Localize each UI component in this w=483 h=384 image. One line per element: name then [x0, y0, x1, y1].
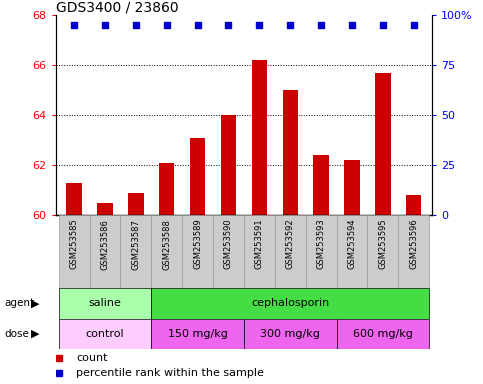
- Bar: [182, 215, 213, 288]
- Bar: [97, 203, 113, 215]
- Text: GSM253592: GSM253592: [286, 219, 295, 269]
- Bar: [120, 215, 151, 288]
- Text: GSM253587: GSM253587: [131, 219, 141, 270]
- Point: [348, 22, 356, 28]
- Bar: [252, 60, 267, 215]
- Bar: [306, 215, 337, 288]
- Bar: [313, 155, 329, 215]
- Text: ▶: ▶: [30, 329, 39, 339]
- Text: GSM253596: GSM253596: [409, 219, 418, 270]
- Bar: [58, 288, 151, 319]
- Point: [256, 22, 263, 28]
- Text: GSM253585: GSM253585: [70, 219, 79, 270]
- Bar: [151, 288, 429, 319]
- Bar: [213, 215, 244, 288]
- Point: [379, 22, 387, 28]
- Bar: [375, 73, 391, 215]
- Bar: [151, 319, 244, 349]
- Point: [70, 22, 78, 28]
- Text: control: control: [85, 329, 124, 339]
- Text: percentile rank within the sample: percentile rank within the sample: [76, 368, 264, 378]
- Bar: [66, 183, 82, 215]
- Point: [132, 22, 140, 28]
- Bar: [344, 160, 360, 215]
- Point: [225, 22, 232, 28]
- Bar: [58, 319, 151, 349]
- Bar: [398, 215, 429, 288]
- Text: 600 mg/kg: 600 mg/kg: [353, 329, 413, 339]
- Text: GSM253593: GSM253593: [317, 219, 326, 270]
- Point: [101, 22, 109, 28]
- Bar: [244, 319, 337, 349]
- Text: agent: agent: [5, 298, 35, 308]
- Text: GSM253591: GSM253591: [255, 219, 264, 269]
- Bar: [244, 215, 275, 288]
- Text: cephalosporin: cephalosporin: [251, 298, 329, 308]
- Text: count: count: [76, 353, 108, 363]
- Text: GSM253588: GSM253588: [162, 219, 171, 270]
- Point: [194, 22, 201, 28]
- Point: [163, 22, 170, 28]
- Text: 300 mg/kg: 300 mg/kg: [260, 329, 320, 339]
- Bar: [221, 115, 236, 215]
- Text: 150 mg/kg: 150 mg/kg: [168, 329, 227, 339]
- Text: saline: saline: [88, 298, 121, 308]
- Bar: [337, 215, 368, 288]
- Point: [410, 22, 418, 28]
- Point: [286, 22, 294, 28]
- Text: ▶: ▶: [30, 298, 39, 308]
- Bar: [406, 195, 422, 215]
- Bar: [58, 215, 89, 288]
- Bar: [283, 90, 298, 215]
- Text: GSM253594: GSM253594: [347, 219, 356, 269]
- Bar: [190, 137, 205, 215]
- Bar: [337, 319, 429, 349]
- Text: dose: dose: [5, 329, 30, 339]
- Bar: [128, 193, 143, 215]
- Bar: [275, 215, 306, 288]
- Bar: [89, 215, 120, 288]
- Point: [317, 22, 325, 28]
- Bar: [368, 215, 398, 288]
- Text: GDS3400 / 23860: GDS3400 / 23860: [56, 0, 178, 14]
- Text: GSM253595: GSM253595: [378, 219, 387, 269]
- Bar: [151, 215, 182, 288]
- Text: GSM253586: GSM253586: [100, 219, 110, 270]
- Text: GSM253589: GSM253589: [193, 219, 202, 270]
- Bar: [159, 162, 174, 215]
- Text: GSM253590: GSM253590: [224, 219, 233, 269]
